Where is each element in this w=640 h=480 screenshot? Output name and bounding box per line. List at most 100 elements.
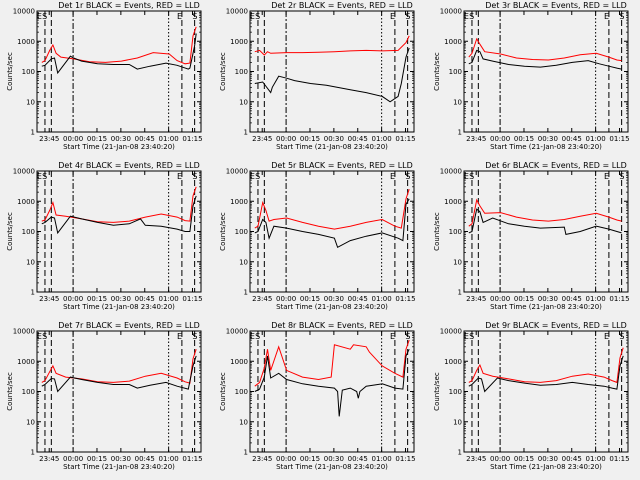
x-tick-label: 00:00 xyxy=(276,135,296,143)
y-axis-label: Counts/sec xyxy=(219,52,227,91)
x-axis-label: Start Time (21-Jan-08 23:40:20) xyxy=(63,143,175,151)
marker-label: S xyxy=(469,332,474,341)
x-tick-label: 00:00 xyxy=(276,455,296,463)
x-tick-label: 00:00 xyxy=(63,135,83,143)
plot-frame xyxy=(249,10,415,133)
plot-frame xyxy=(36,10,202,133)
x-axis-label: Start Time (21-Jan-08 23:40:20) xyxy=(490,143,602,151)
marker-label: E xyxy=(464,12,469,21)
x-axis-label: Start Time (21-Jan-08 23:40:20) xyxy=(63,303,175,311)
x-tick-label: 00:00 xyxy=(490,135,510,143)
x-tick-label: 00:30 xyxy=(324,135,344,143)
y-tick-label: 10 xyxy=(239,258,248,266)
series-line-lld xyxy=(41,26,197,65)
series-line-events xyxy=(468,355,624,393)
x-tick-label: 00:15 xyxy=(87,295,107,303)
marker-label: S xyxy=(405,172,410,181)
x-axis-label: Start Time (21-Jan-08 23:40:20) xyxy=(276,463,388,471)
y-tick-label: 10000 xyxy=(226,168,248,176)
y-tick-label: 10000 xyxy=(13,328,35,336)
marker-label: S xyxy=(619,12,624,21)
y-tick-label: 1000 xyxy=(17,358,35,366)
plot-frame xyxy=(249,170,415,293)
x-tick-label: 01:15 xyxy=(182,135,202,143)
marker-label: S xyxy=(42,172,47,181)
chart-title: Det 8r BLACK = Events, RED = LLD xyxy=(271,321,413,330)
x-tick-label: 01:00 xyxy=(586,455,606,463)
y-tick-label: 1000 xyxy=(444,38,462,46)
series-line-events xyxy=(254,348,410,417)
x-tick-label: 01:00 xyxy=(159,295,179,303)
y-tick-label: 100 xyxy=(449,388,462,396)
y-tick-label: 10000 xyxy=(13,8,35,16)
x-tick-label: 00:15 xyxy=(514,295,534,303)
marker-label: E xyxy=(37,332,42,341)
x-tick-label: 00:45 xyxy=(348,455,368,463)
x-tick-label: 01:00 xyxy=(372,135,392,143)
series-line-events xyxy=(41,195,197,235)
chart-title: Det 2r BLACK = Events, RED = LLD xyxy=(271,1,413,10)
y-tick-label: 100 xyxy=(235,388,248,396)
y-axis-label: Counts/sec xyxy=(219,212,227,251)
x-tick-label: 00:00 xyxy=(276,295,296,303)
series-line-lld xyxy=(254,339,410,387)
plot-frame xyxy=(36,330,202,453)
chart-panel: Det 1r BLACK = Events, RED = LLD 1 10 100 10… xyxy=(6,1,203,151)
y-tick-label: 1000 xyxy=(230,38,248,46)
x-tick-label: 01:15 xyxy=(395,455,415,463)
chart-panel: Det 7r BLACK = Events, RED = LLD 1 10 100 10… xyxy=(6,321,203,471)
x-tick-label: 00:00 xyxy=(63,455,83,463)
chart-panel: Det 3r BLACK = Events, RED = LLD 1 10 100 10… xyxy=(433,1,630,151)
y-tick-label: 1 xyxy=(244,289,248,297)
marker-label: S xyxy=(255,12,260,21)
series-line-lld xyxy=(41,186,197,223)
x-tick-label: 00:15 xyxy=(300,135,320,143)
x-axis-label: Start Time (21-Jan-08 23:40:20) xyxy=(276,303,388,311)
y-tick-label: 10 xyxy=(453,98,462,106)
y-tick-label: 1 xyxy=(244,449,248,457)
y-tick-label: 1 xyxy=(31,129,35,137)
x-tick-label: 01:15 xyxy=(182,455,202,463)
y-tick-label: 10 xyxy=(26,98,35,106)
marker-label: E xyxy=(464,332,469,341)
marker-label: S xyxy=(192,172,197,181)
y-axis-label: Counts/sec xyxy=(433,212,441,251)
x-tick-label: 23:45 xyxy=(466,295,486,303)
x-tick-label: 00:45 xyxy=(348,295,368,303)
y-axis-label: Counts/sec xyxy=(219,372,227,411)
x-axis-label: Start Time (21-Jan-08 23:40:20) xyxy=(490,303,602,311)
marker-label: E xyxy=(37,172,42,181)
x-tick-label: 23:45 xyxy=(39,295,59,303)
y-tick-label: 1 xyxy=(458,289,462,297)
x-tick-label: 01:15 xyxy=(609,295,629,303)
chart-title: Det 3r BLACK = Events, RED = LLD xyxy=(485,1,627,10)
chart-panel: Det 6r BLACK = Events, RED = LLD 1 10 100 10… xyxy=(433,161,630,311)
y-tick-label: 10000 xyxy=(226,328,248,336)
marker-label: S xyxy=(42,332,47,341)
x-tick-label: 00:30 xyxy=(111,455,131,463)
y-tick-label: 10000 xyxy=(13,168,35,176)
x-tick-label: 00:15 xyxy=(87,135,107,143)
x-tick-label: 01:00 xyxy=(159,455,179,463)
y-axis-label: Counts/sec xyxy=(433,52,441,91)
plot-frame xyxy=(36,170,202,293)
y-tick-label: 1000 xyxy=(444,358,462,366)
x-tick-label: 00:45 xyxy=(562,455,582,463)
x-tick-label: 01:00 xyxy=(372,295,392,303)
marker-label: E xyxy=(177,332,182,341)
y-tick-label: 10 xyxy=(239,98,248,106)
x-tick-label: 00:15 xyxy=(514,135,534,143)
x-tick-label: 23:45 xyxy=(39,135,59,143)
marker-label: S xyxy=(405,12,410,21)
series-line-events xyxy=(41,33,197,75)
y-tick-label: 100 xyxy=(235,228,248,236)
marker-label: S xyxy=(619,332,624,341)
y-tick-label: 100 xyxy=(449,228,462,236)
series-line-events xyxy=(254,47,410,103)
x-tick-label: 00:30 xyxy=(324,295,344,303)
series-line-events xyxy=(468,49,622,70)
y-tick-label: 1 xyxy=(458,449,462,457)
marker-label: S xyxy=(469,172,474,181)
y-tick-label: 1000 xyxy=(17,198,35,206)
x-tick-label: 01:15 xyxy=(609,135,629,143)
